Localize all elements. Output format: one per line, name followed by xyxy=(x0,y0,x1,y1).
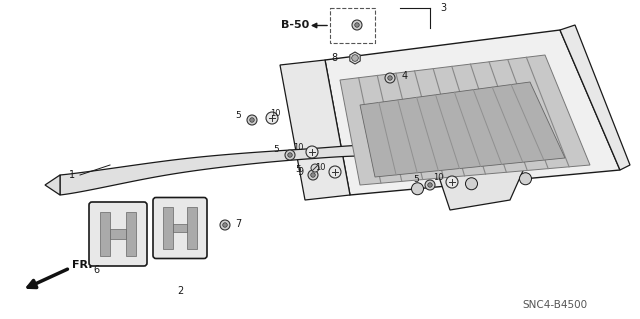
Text: 10: 10 xyxy=(269,108,280,117)
Polygon shape xyxy=(280,60,350,200)
Polygon shape xyxy=(360,82,565,177)
Polygon shape xyxy=(126,212,136,256)
Text: 7: 7 xyxy=(235,219,241,229)
Circle shape xyxy=(329,166,341,178)
Circle shape xyxy=(311,164,319,172)
Polygon shape xyxy=(325,30,620,195)
Circle shape xyxy=(250,118,254,122)
Circle shape xyxy=(425,180,435,190)
Text: 10: 10 xyxy=(292,144,303,152)
Circle shape xyxy=(288,153,292,157)
Circle shape xyxy=(352,20,362,30)
Polygon shape xyxy=(395,108,470,165)
Text: 6: 6 xyxy=(93,265,99,275)
Circle shape xyxy=(465,178,477,190)
FancyBboxPatch shape xyxy=(153,197,207,258)
Circle shape xyxy=(446,176,458,188)
Polygon shape xyxy=(350,52,360,64)
Polygon shape xyxy=(560,25,630,170)
Text: B-50: B-50 xyxy=(281,20,309,31)
Text: 2: 2 xyxy=(177,286,183,296)
Text: 5: 5 xyxy=(413,175,419,184)
Text: 4: 4 xyxy=(402,71,408,81)
Circle shape xyxy=(388,76,392,80)
Text: 10: 10 xyxy=(433,174,444,182)
Circle shape xyxy=(247,115,257,125)
Text: 9: 9 xyxy=(297,167,303,177)
Text: 8: 8 xyxy=(332,53,338,63)
Circle shape xyxy=(311,173,316,177)
Circle shape xyxy=(266,112,278,124)
Circle shape xyxy=(352,55,358,61)
Polygon shape xyxy=(340,55,590,185)
Polygon shape xyxy=(173,224,187,233)
Polygon shape xyxy=(60,145,435,195)
Text: 1: 1 xyxy=(69,170,75,180)
Text: 5: 5 xyxy=(295,166,301,174)
Circle shape xyxy=(412,183,424,195)
FancyBboxPatch shape xyxy=(89,202,147,266)
Text: SNC4-B4500: SNC4-B4500 xyxy=(522,300,588,310)
Polygon shape xyxy=(110,229,126,239)
Circle shape xyxy=(428,183,432,187)
Polygon shape xyxy=(187,207,197,249)
Circle shape xyxy=(285,150,295,160)
Text: FR.: FR. xyxy=(72,260,93,270)
Polygon shape xyxy=(420,115,530,210)
Circle shape xyxy=(520,173,531,185)
Circle shape xyxy=(306,146,318,158)
Circle shape xyxy=(385,73,395,83)
Text: 10: 10 xyxy=(315,162,325,172)
Text: 5: 5 xyxy=(235,110,241,120)
Text: 3: 3 xyxy=(440,3,446,13)
Circle shape xyxy=(220,220,230,230)
Polygon shape xyxy=(100,212,110,256)
Polygon shape xyxy=(45,175,60,195)
Polygon shape xyxy=(163,207,173,249)
Circle shape xyxy=(308,170,318,180)
Text: 5: 5 xyxy=(273,145,279,154)
Circle shape xyxy=(223,223,227,227)
Circle shape xyxy=(355,23,359,27)
